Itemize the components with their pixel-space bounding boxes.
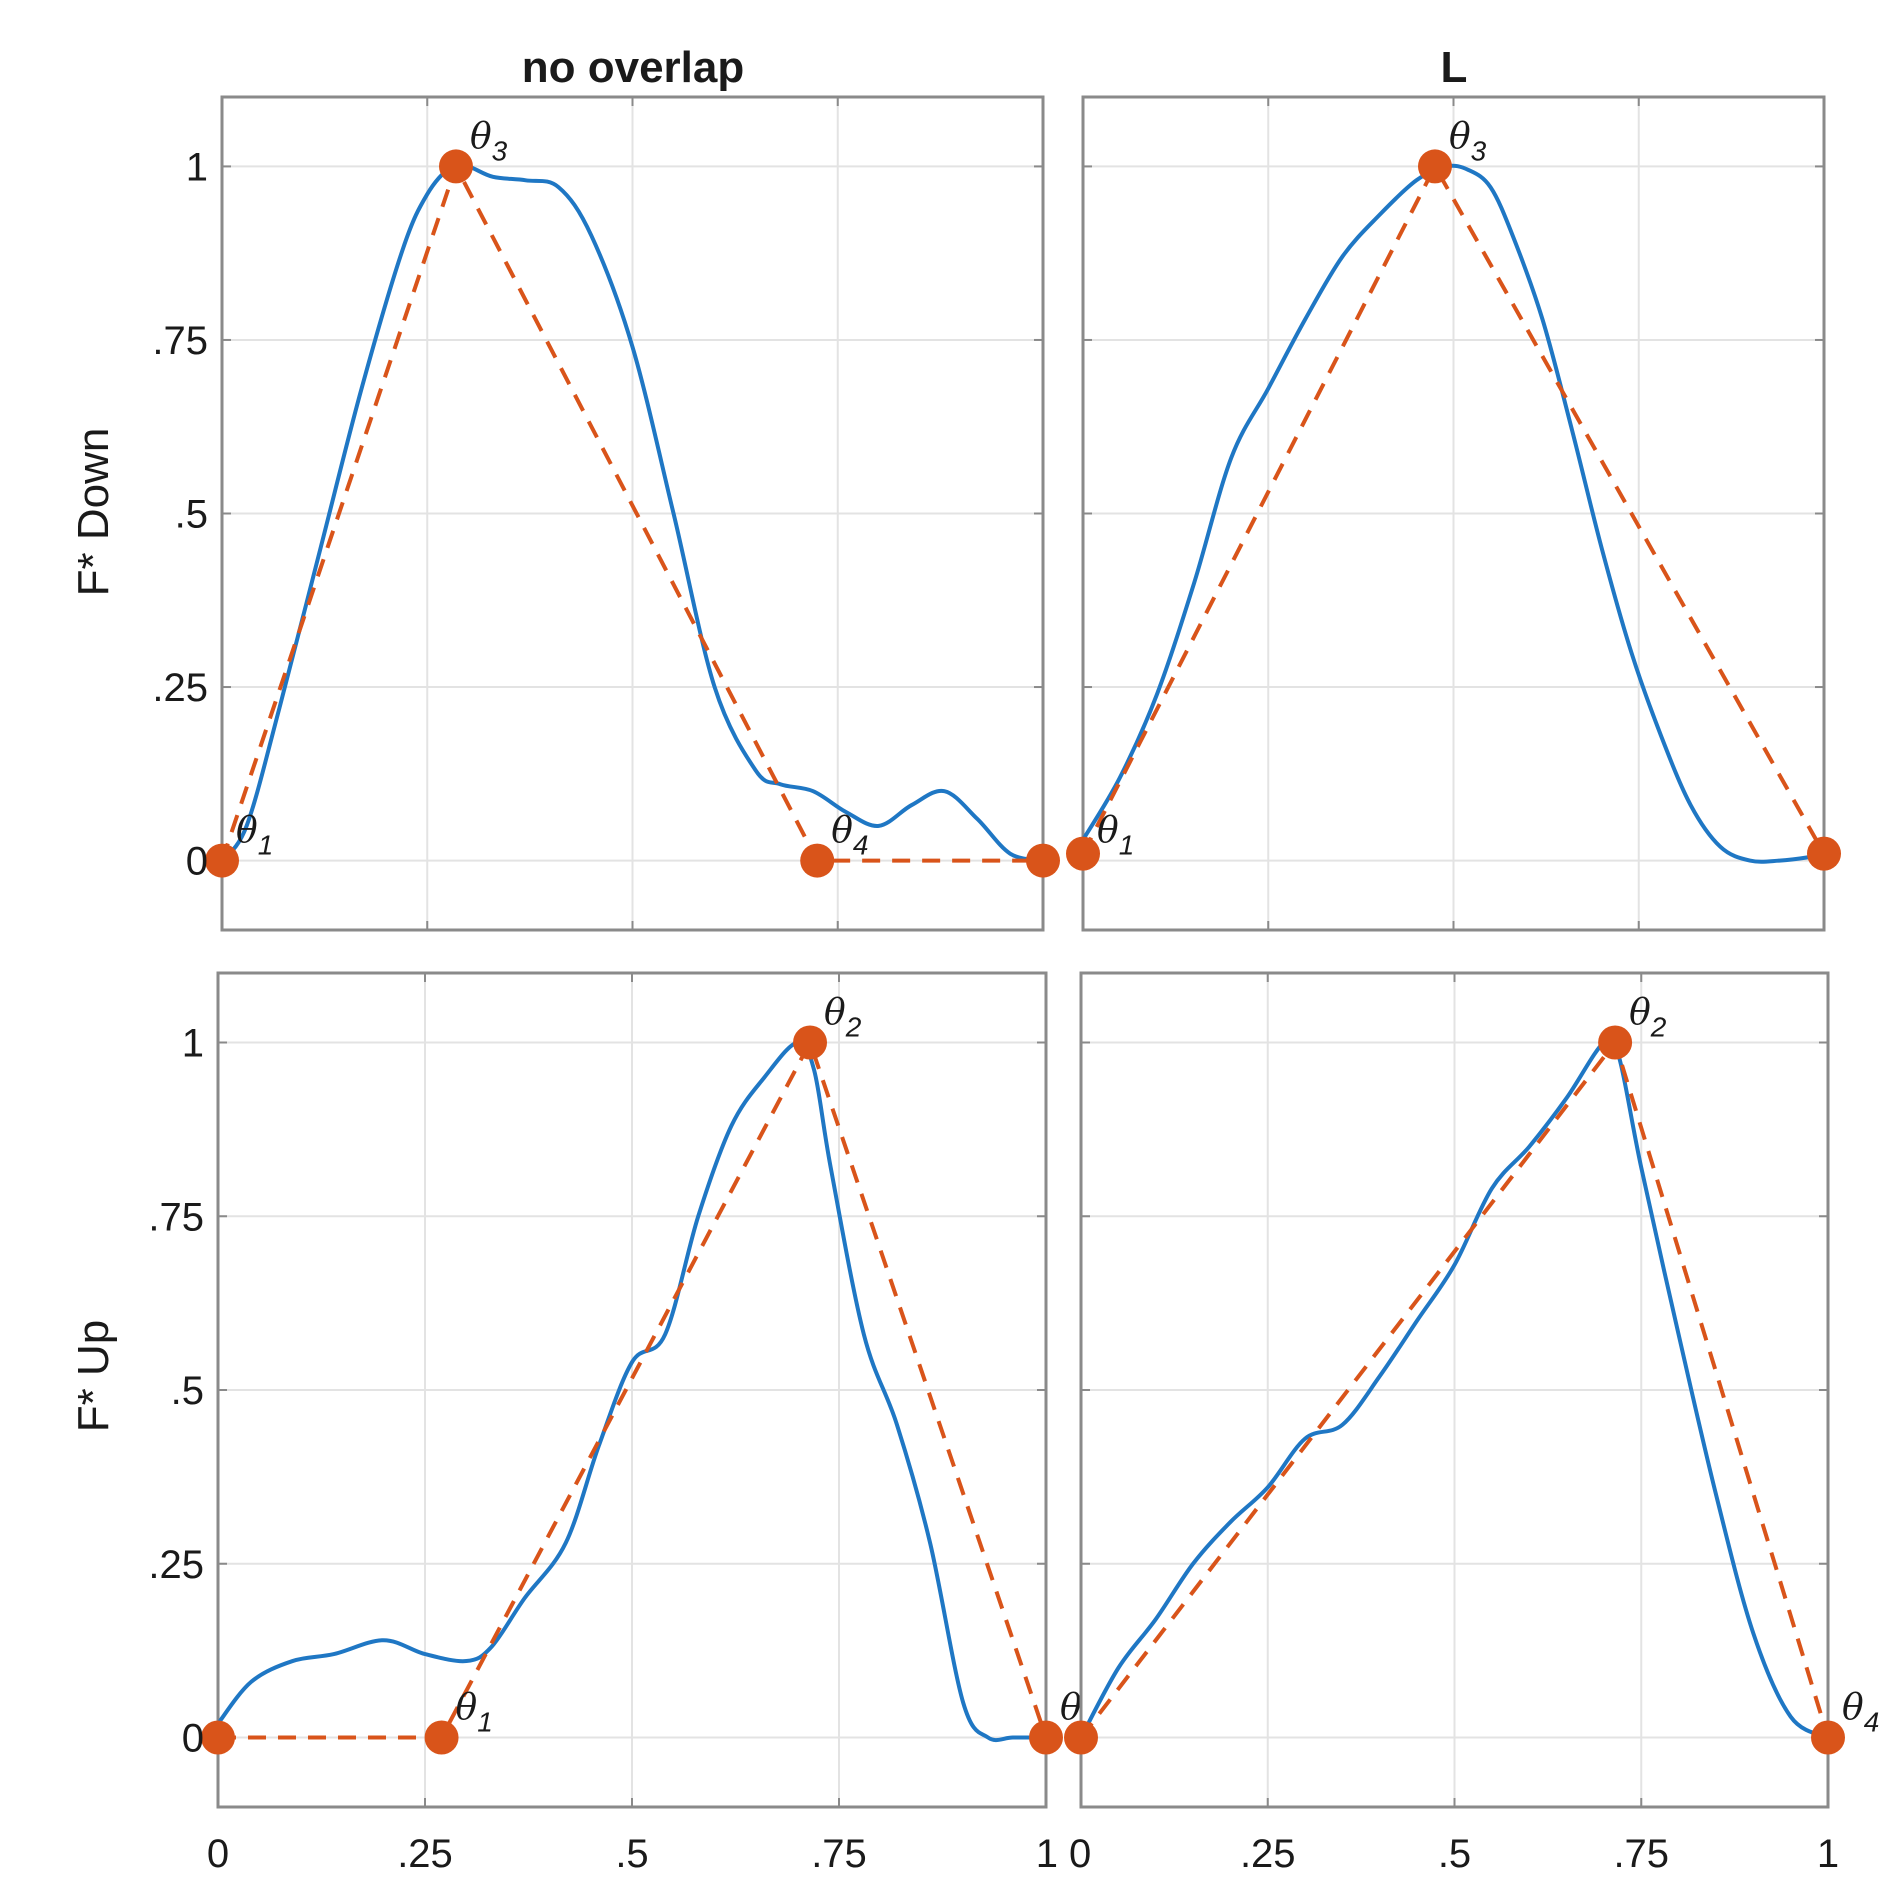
panels: θ1θ3θ40.25.5.751θ1θ3θ1θ2θ0.25.5.7510.25.…	[148, 95, 1879, 1876]
x-tick-label: .75	[811, 1832, 867, 1876]
data-point-marker	[793, 1025, 828, 1060]
theta-subscript: 1	[1119, 830, 1135, 861]
data-point-marker	[800, 843, 835, 878]
x-tick-label: .25	[1240, 1832, 1296, 1876]
theta-subscript: 4	[853, 830, 869, 861]
x-tick-label: .75	[1613, 1832, 1669, 1876]
theta-subscript: 2	[845, 1012, 862, 1043]
y-tick-label: 0	[186, 840, 208, 884]
x-tick-label: 0	[207, 1832, 229, 1876]
theta-annotation: θ	[1060, 1688, 1082, 1729]
column-title-no-overlap: no overlap	[522, 43, 745, 92]
y-tick-label: 1	[182, 1022, 204, 1066]
y-tick-label: .5	[171, 1369, 204, 1413]
series-line-dashed	[220, 161, 1043, 863]
theta-subscript: 3	[492, 135, 508, 166]
y-tick-label: .25	[152, 666, 208, 710]
data-point-marker	[424, 1720, 459, 1755]
row-label-f-down: F* Down	[69, 428, 118, 597]
series-line-dashed	[1081, 162, 1826, 855]
data-point-marker	[1811, 1720, 1845, 1755]
series-line-solid	[216, 1040, 1046, 1743]
theta-subscript: 2	[1650, 1012, 1667, 1043]
x-tick-label: .5	[1438, 1832, 1471, 1876]
theta-subscript: 1	[477, 1707, 493, 1738]
data-point-marker	[1066, 836, 1100, 871]
x-tick-label: 1	[1036, 1832, 1058, 1876]
x-tick-label: 1	[1817, 1832, 1839, 1876]
series-line-solid	[1081, 163, 1825, 864]
y-tick-label: .75	[152, 319, 208, 363]
data-point-marker	[1026, 843, 1060, 878]
x-tick-label: .5	[615, 1832, 648, 1876]
data-point-marker	[1417, 149, 1452, 184]
y-tick-label: .5	[175, 493, 208, 537]
data-point-marker	[1064, 1720, 1098, 1755]
data-point-marker	[201, 1720, 235, 1755]
theta-subscript: 3	[1471, 135, 1487, 166]
y-tick-label: 0	[182, 1717, 204, 1761]
data-point-marker	[1598, 1025, 1633, 1060]
series-line-solid	[220, 161, 1044, 863]
data-point-marker	[1029, 1720, 1063, 1755]
theta-annotation: θ4	[1842, 1688, 1879, 1738]
series-line-dashed	[218, 1037, 1048, 1740]
y-tick-label: .75	[148, 1195, 204, 1239]
data-point-marker	[205, 843, 239, 878]
theta-subscript: 4	[1864, 1707, 1880, 1738]
x-tick-label: 0	[1069, 1832, 1091, 1876]
data-point-marker	[1807, 836, 1841, 871]
x-tick-label: .25	[397, 1832, 453, 1876]
column-title-l: L	[1441, 43, 1468, 92]
series-line-solid	[1079, 1036, 1829, 1740]
data-point-marker	[438, 149, 473, 184]
row-label-f-up: F* Up	[69, 1320, 118, 1432]
y-tick-label: .25	[148, 1543, 204, 1587]
y-tick-label: 1	[186, 145, 208, 189]
theta-subscript: 1	[258, 830, 274, 861]
